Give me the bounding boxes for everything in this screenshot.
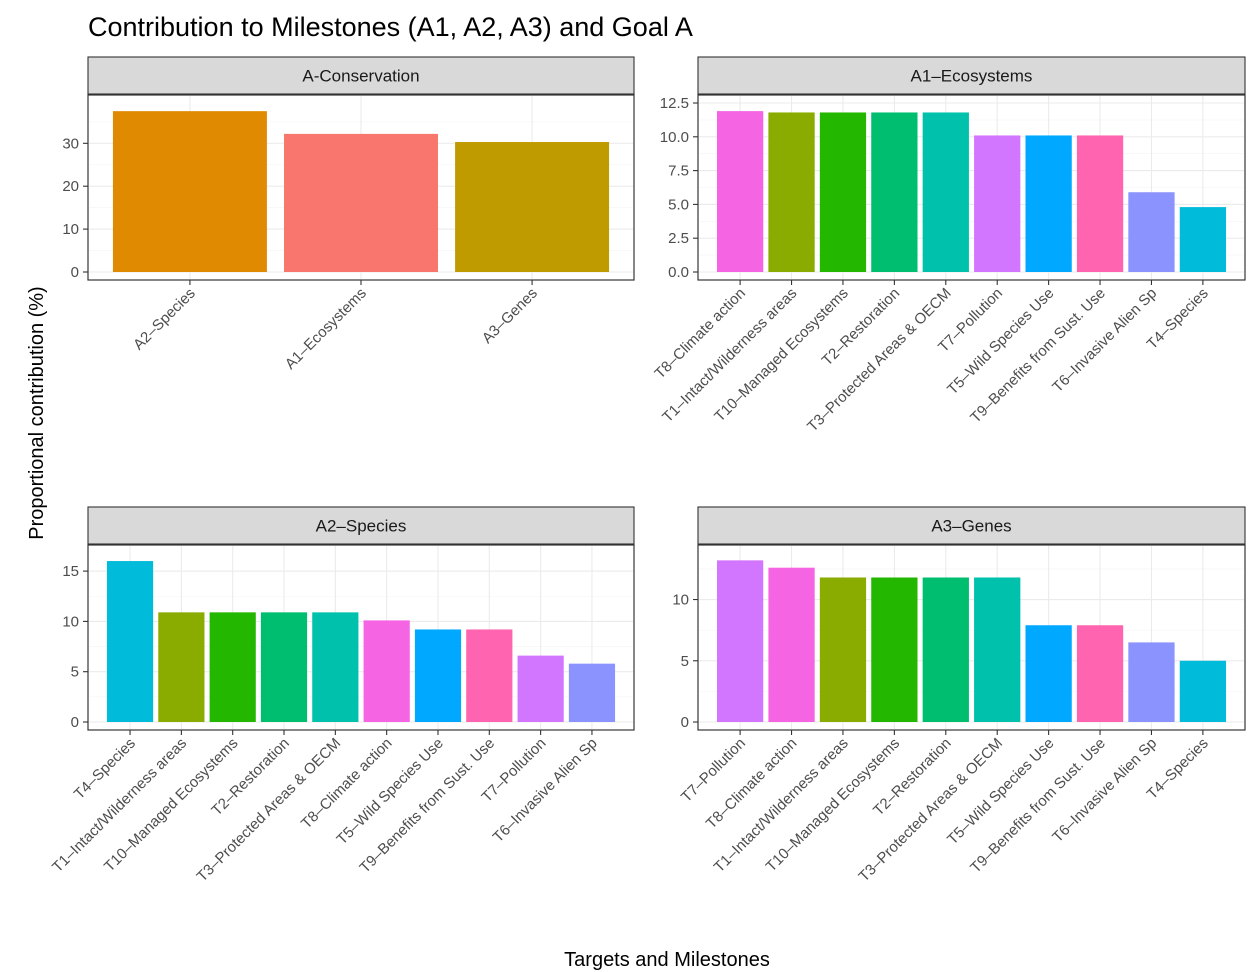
bar-t10-managed-ecosystems (209, 612, 256, 722)
y-tick-label: 15 (62, 563, 79, 580)
bar-t1-intact-wilderness-areas (768, 112, 815, 273)
bar-t1-intact-wilderness-areas (819, 577, 867, 722)
y-axis-title: Proportional contribution (%) (26, 286, 48, 539)
bar-t5-wild-species-use (1025, 135, 1072, 272)
bar-t7-pollution (974, 135, 1021, 272)
y-tick-label: 2.5 (668, 230, 689, 247)
y-axis: 0.0 2.5 5.0 7.5 10.0 12.5 (660, 95, 698, 281)
bar-t4-species (1179, 660, 1227, 722)
y-axis: 0 5 10 15 (62, 563, 88, 731)
y-tick-label: 0 (71, 264, 79, 281)
y-tick-label: 5 (681, 653, 689, 670)
y-tick-label: 10.0 (660, 129, 689, 146)
bars (716, 560, 1227, 722)
bar-t3-protected-areas-oecm (974, 577, 1021, 722)
y-tick-label: 10 (672, 592, 689, 609)
bar-t1-intact-wilderness-areas (158, 612, 205, 722)
bar-t8-climate-action (363, 620, 410, 722)
bar-t5-wild-species-use (1025, 625, 1072, 722)
facet-label: A3–Genes (931, 517, 1011, 536)
bars (106, 561, 616, 722)
chart-title: Contribution to Milestones (A1, A2, A3) … (88, 12, 693, 42)
x-axis: A2–Species A1–Ecosystems A3–Genes (130, 280, 541, 373)
bar-t2-restoration (922, 577, 969, 722)
x-tick-label: T8–Climate action (703, 735, 801, 833)
y-tick-label: 10 (62, 221, 79, 238)
panel-border (697, 544, 1246, 731)
y-tick-label: 0 (681, 714, 689, 731)
bar-t4-species (1179, 207, 1227, 272)
y-tick-label: 5 (71, 664, 79, 681)
panel-border (697, 94, 1246, 281)
facet-panel-a2-species: A2–Species 0 5 10 15 T4–SpeciesT1–Intact/Wild… (49, 506, 635, 885)
y-tick-label: 10 (62, 613, 79, 630)
x-tick-label: A2–Species (130, 285, 199, 354)
bar-t6-invasive-alien-sp (568, 663, 616, 722)
bar-t3-protected-areas-oecm (922, 112, 969, 273)
y-axis: 0 5 10 (672, 592, 698, 731)
y-tick-label: 0 (71, 714, 79, 731)
y-tick-label: 20 (62, 178, 79, 195)
y-tick-label: 5.0 (668, 196, 689, 213)
bar-t4-species (106, 561, 154, 722)
bar-t2-restoration (260, 612, 308, 722)
bar-t7-pollution (517, 655, 564, 722)
x-axis-title: Targets and Milestones (564, 949, 770, 971)
facet-strip (87, 506, 635, 545)
bar-t8-climate-action (768, 567, 815, 722)
x-tick-label: T8–Climate action (651, 285, 749, 383)
x-tick-label: T6–Invasive Alien Sp (490, 735, 601, 846)
bar-t10-managed-ecosystems (871, 577, 918, 722)
panel-border (87, 544, 635, 731)
bar-t9-benefits-from-sust-use (466, 629, 513, 722)
facet-label: A-Conservation (302, 67, 419, 86)
bar-a3-genes (455, 142, 610, 272)
facet-panel-a-conservation: A-Conservation 0 10 20 30 A2–Species A1–Ecosys… (62, 56, 635, 373)
bar-t10-managed-ecosystems (819, 112, 867, 273)
bar-a2-species (112, 111, 267, 272)
x-tick-label: A1–Ecosystems (282, 285, 370, 373)
bars (112, 111, 610, 272)
bar-t6-invasive-alien-sp (1128, 192, 1175, 272)
y-tick-label: 0.0 (668, 264, 689, 281)
bar-t3-protected-areas-oecm (312, 612, 359, 722)
facet-strip (697, 56, 1246, 95)
y-tick-label: 30 (62, 135, 79, 152)
facet-strip (87, 56, 635, 95)
bar-t7-pollution (716, 560, 764, 722)
bars (716, 111, 1227, 273)
x-tick-label: A3–Genes (479, 285, 541, 347)
bar-a1-ecosystems (284, 133, 438, 272)
facet-panel-a1-ecosystems: A1–Ecosystems 0.0 2.5 5.0 7.5 10.0 12.5 T8–Clim… (651, 56, 1246, 435)
facet-strip (697, 506, 1246, 545)
facet-panels: A-Conservation 0 10 20 30 A2–Species A1–Ecosys… (49, 56, 1246, 885)
x-tick-label: T8–Climate action (298, 735, 396, 833)
facet-label: A2–Species (316, 517, 407, 536)
y-tick-label: 12.5 (660, 95, 689, 112)
facet-label: A1–Ecosystems (911, 67, 1033, 86)
y-axis: 0 10 20 30 (62, 135, 88, 281)
y-tick-label: 7.5 (668, 163, 689, 180)
bar-t5-wild-species-use (414, 629, 462, 722)
bar-t6-invasive-alien-sp (1128, 642, 1175, 722)
bar-t2-restoration (871, 112, 918, 273)
bar-t9-benefits-from-sust-use (1076, 135, 1124, 272)
bar-t8-climate-action (716, 111, 764, 272)
bar-t9-benefits-from-sust-use (1076, 625, 1124, 722)
